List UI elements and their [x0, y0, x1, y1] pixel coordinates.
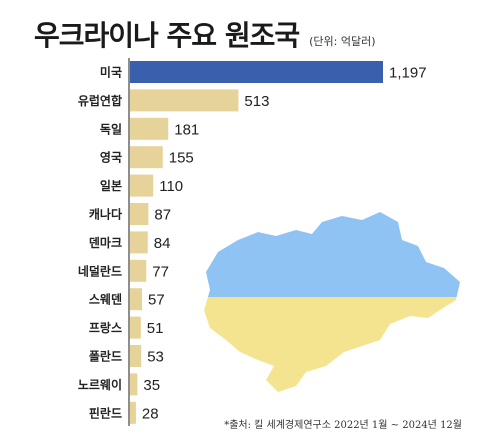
- category-label: 핀란드: [89, 405, 122, 420]
- bar: [130, 146, 163, 169]
- bar: [130, 259, 147, 282]
- value-label: 84: [154, 235, 171, 252]
- bar: [130, 174, 154, 197]
- map-blue-half: [204, 212, 460, 297]
- bar: [130, 373, 138, 396]
- category-label: 영국: [100, 150, 122, 165]
- value-label: 77: [152, 263, 169, 280]
- bar: [130, 231, 148, 254]
- source-note: *출처: 킬 세계경제연구소 2022년 1월 ~ 2024년 12월: [224, 420, 462, 431]
- bar: [130, 203, 149, 225]
- category-label: 네덜란드: [78, 263, 122, 278]
- bar: [130, 401, 136, 424]
- unit-note: (단위: 억달러): [309, 35, 376, 48]
- category-label: 유럽연합: [78, 93, 122, 108]
- bar: [130, 345, 142, 367]
- value-label: 57: [148, 292, 165, 309]
- value-label: 110: [159, 178, 183, 195]
- value-label: 155: [169, 150, 194, 167]
- category-label: 덴마크: [89, 235, 122, 250]
- value-label: 1,197: [389, 65, 427, 82]
- category-label: 일본: [100, 179, 122, 193]
- value-label: 35: [143, 377, 160, 394]
- category-label: 독일: [100, 122, 122, 136]
- value-label: 51: [147, 320, 164, 337]
- map-yellow-half: [204, 297, 460, 392]
- value-label: 513: [244, 93, 269, 110]
- ukraine-map-illustration: [204, 212, 460, 392]
- category-label: 캐나다: [89, 207, 122, 222]
- value-label: 28: [142, 405, 159, 422]
- value-label: 53: [147, 349, 164, 366]
- category-label: 스웨덴: [89, 292, 122, 307]
- value-label: 87: [154, 207, 171, 224]
- bar: [130, 288, 143, 311]
- bar: [130, 61, 383, 83]
- bar: [130, 117, 169, 140]
- value-label: 181: [174, 121, 199, 138]
- category-label: 노르웨이: [78, 377, 122, 392]
- bar: [130, 316, 141, 339]
- bar: [130, 89, 239, 112]
- title-block: 우크라이나 주요 원조국 (단위: 억달러): [34, 14, 376, 54]
- category-label: 프랑스: [89, 321, 122, 335]
- category-label: 폴란드: [89, 349, 122, 364]
- category-label: 미국: [100, 65, 122, 80]
- page-title: 우크라이나 주요 원조국: [34, 19, 300, 52]
